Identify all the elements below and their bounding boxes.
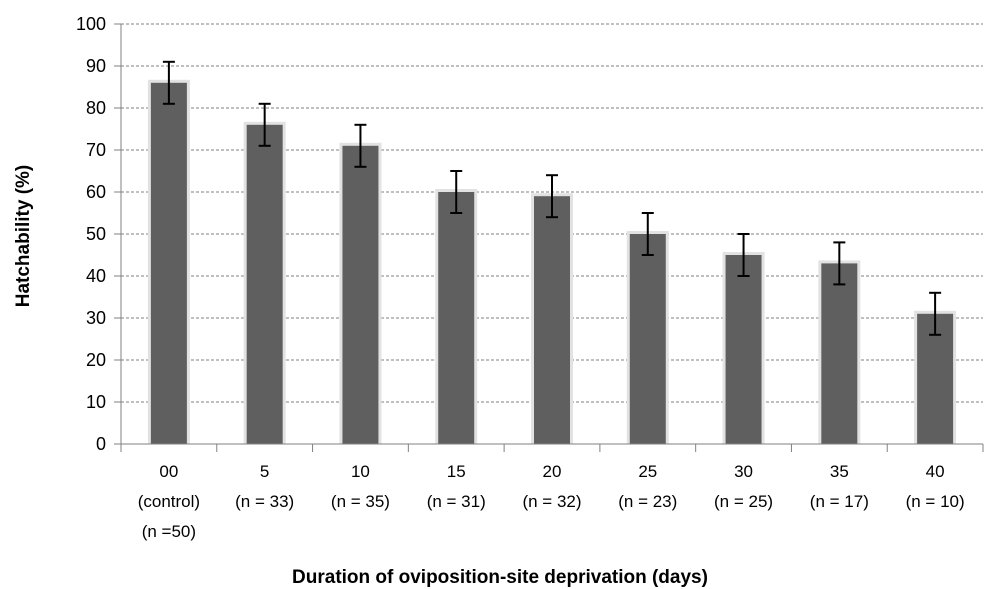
- bar: [150, 82, 187, 445]
- bar: [629, 234, 666, 444]
- bar: [438, 192, 475, 444]
- x-tick-labels: 00 (control) (n =50) 5 (n = 33) 10 (n = 35) 15 (…: [138, 462, 965, 541]
- x-tick-label: 25: [638, 462, 657, 481]
- x-tick-label: (n = 31): [427, 492, 486, 511]
- y-tick-label: 60: [86, 182, 106, 202]
- x-tick-label: 40: [926, 462, 945, 481]
- bar: [821, 263, 858, 444]
- y-tick-label: 20: [86, 350, 106, 370]
- x-tick-label: (n = 23): [618, 492, 677, 511]
- y-tick-label: 90: [86, 56, 106, 76]
- x-tick-label: (n = 17): [810, 492, 869, 511]
- bar: [534, 196, 570, 444]
- y-tick-label: 50: [86, 224, 106, 244]
- x-tick-label: 35: [830, 462, 849, 481]
- bar: [342, 145, 379, 445]
- y-tick-label: 100: [76, 14, 106, 34]
- bars: [147, 60, 957, 445]
- x-tick-label: (n = 33): [235, 492, 294, 511]
- x-tick-label: (control): [138, 492, 200, 511]
- x-axis-title: Duration of oviposition-site deprivation…: [292, 567, 708, 588]
- x-tick-label: 20: [543, 462, 562, 481]
- y-tick-labels: 0 10 20 30 40 50 60 70 80 90 100: [76, 14, 106, 454]
- x-tick-label: (n = 25): [714, 492, 773, 511]
- x-tick-label: (n =50): [142, 522, 196, 541]
- x-tick-label: (n = 32): [522, 492, 581, 511]
- x-tick-label: (n = 10): [906, 492, 965, 511]
- x-tick-label: 00: [159, 462, 178, 481]
- y-tick-label: 0: [96, 434, 106, 454]
- bar: [725, 255, 762, 444]
- x-tick-label: 15: [447, 462, 466, 481]
- x-tick-label: 10: [351, 462, 370, 481]
- x-tick-label: 5: [260, 462, 269, 481]
- x-tick-label: (n = 35): [331, 492, 390, 511]
- y-tick-label: 70: [86, 140, 106, 160]
- y-tick-label: 40: [86, 266, 106, 286]
- y-tick-label: 80: [86, 98, 106, 118]
- y-tick-label: 30: [86, 308, 106, 328]
- y-tick-label: 10: [86, 392, 106, 412]
- bar: [246, 124, 283, 445]
- axes: [114, 23, 984, 452]
- y-axis-title: Hatchability (%): [13, 165, 34, 308]
- x-tick-label: 30: [734, 462, 753, 481]
